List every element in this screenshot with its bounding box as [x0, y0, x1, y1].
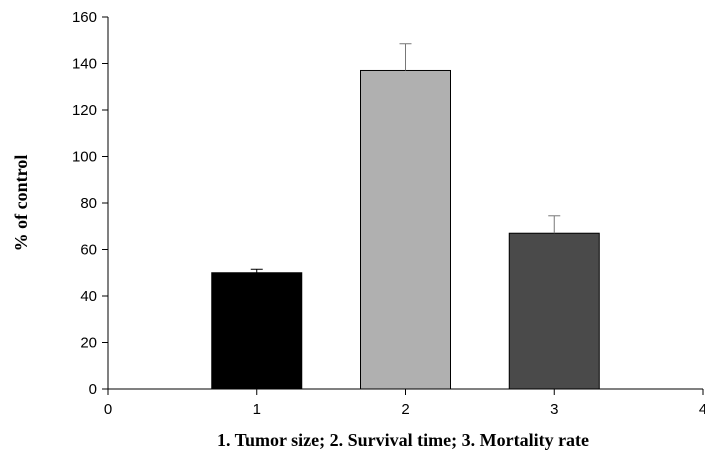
y-tick-label: 20	[80, 335, 97, 352]
y-tick-label: 120	[72, 102, 97, 119]
y-tick-label: 100	[72, 149, 97, 166]
y-tick-label: 40	[80, 288, 97, 305]
bar-2	[360, 69, 451, 390]
y-tick-label: 80	[80, 195, 97, 212]
y-tick-label: 160	[72, 9, 97, 26]
x-tick-label: 2	[401, 401, 409, 418]
x-tick-label: 1	[253, 401, 261, 418]
x-axis-title: 1. Tumor size; 2. Survival time; 3. Mort…	[217, 430, 589, 450]
y-tick-label: 60	[80, 242, 97, 259]
y-tick-label: 0	[89, 381, 97, 398]
x-tick-label: 0	[104, 401, 112, 418]
bar-3	[508, 232, 600, 390]
x-axis-ticks: 0 1 2 3 4	[104, 389, 705, 418]
y-axis-ticks: 0 20 40 60 80 100 120 140 160	[72, 9, 108, 398]
y-axis-title: % of control	[11, 155, 31, 252]
bar-1	[211, 272, 303, 390]
y-tick-label: 140	[72, 56, 97, 73]
bars-group	[211, 43, 600, 390]
x-tick-label: 3	[550, 401, 558, 418]
x-tick-label: 4	[699, 401, 705, 418]
